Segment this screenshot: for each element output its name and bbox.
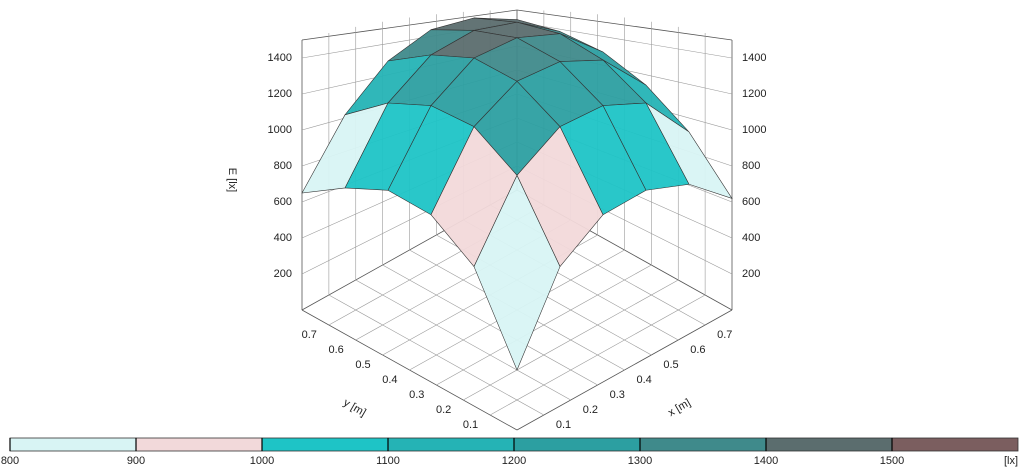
colorbar-segment xyxy=(9,437,137,452)
y-axis-label: y [m] xyxy=(341,397,368,419)
colorbar-label: 1400 xyxy=(754,455,778,467)
x-tick-label: 0.5 xyxy=(663,359,678,371)
z-axis-label: E [lx] xyxy=(226,168,238,192)
colorbar-label: 1200 xyxy=(502,455,526,467)
x-tick-label: 0.6 xyxy=(690,344,705,356)
z-tick-label: 1400 xyxy=(268,52,292,64)
colorbar-unit: [lx] xyxy=(1004,455,1018,467)
grid-line xyxy=(436,264,652,386)
y-tick-label: 0.3 xyxy=(409,389,424,401)
z-tick-label: 800 xyxy=(742,160,760,172)
z-tick-label: 600 xyxy=(274,196,292,208)
x-tick-label: 0.4 xyxy=(637,374,652,386)
grid-line xyxy=(489,294,706,416)
z-tick-label: 600 xyxy=(742,196,760,208)
y-tick-label: 0.5 xyxy=(355,359,370,371)
z-tick-label: 1200 xyxy=(742,88,766,100)
z-tick-label: 200 xyxy=(274,268,292,280)
colorbar-segment xyxy=(513,437,641,452)
z-tick-label: 1000 xyxy=(742,124,766,136)
x-tick-label: 0.7 xyxy=(717,329,732,341)
y-tick-label: 0.7 xyxy=(302,329,317,341)
colorbar-segment xyxy=(639,437,767,452)
z-tick-label: 1000 xyxy=(268,124,292,136)
colorbar-segment xyxy=(261,437,389,452)
x-axis-label: x [m] xyxy=(666,397,693,419)
z-tick-label: 200 xyxy=(742,268,760,280)
y-tick-label: 0.6 xyxy=(328,344,343,356)
y-tick-label: 0.2 xyxy=(436,404,451,416)
colorbar-segment xyxy=(135,437,263,452)
x-tick-label: 0.3 xyxy=(610,389,625,401)
z-tick-label: 400 xyxy=(742,232,760,244)
z-tick-label: 1200 xyxy=(268,88,292,100)
z-tick-label: 1400 xyxy=(742,52,766,64)
surface xyxy=(301,17,733,371)
colorbar-label: 900 xyxy=(127,455,145,467)
colorbar-segment xyxy=(387,437,515,452)
grid-line xyxy=(463,279,679,401)
surface-patch xyxy=(473,174,561,371)
z-tick-label: 800 xyxy=(274,160,292,172)
colorbar-segment xyxy=(765,437,893,452)
colorbar: 800 900 1000 1100 1200 1300 1400 1500 [lx] xyxy=(1,437,1019,467)
colorbar-label: 1500 xyxy=(880,455,904,467)
colorbar-label: 1000 xyxy=(250,455,274,467)
colorbar-label: 1100 xyxy=(376,455,400,467)
colorbar-label: 800 xyxy=(1,455,19,467)
colorbar-segment xyxy=(891,437,1019,452)
x-tick-label: 0.1 xyxy=(556,419,571,431)
y-tick-label: 0.4 xyxy=(382,374,397,386)
x-tick-label: 0.2 xyxy=(583,404,598,416)
y-tick-label: 0.1 xyxy=(463,419,478,431)
colorbar-label: 1300 xyxy=(628,455,652,467)
z-tick-label: 400 xyxy=(274,232,292,244)
